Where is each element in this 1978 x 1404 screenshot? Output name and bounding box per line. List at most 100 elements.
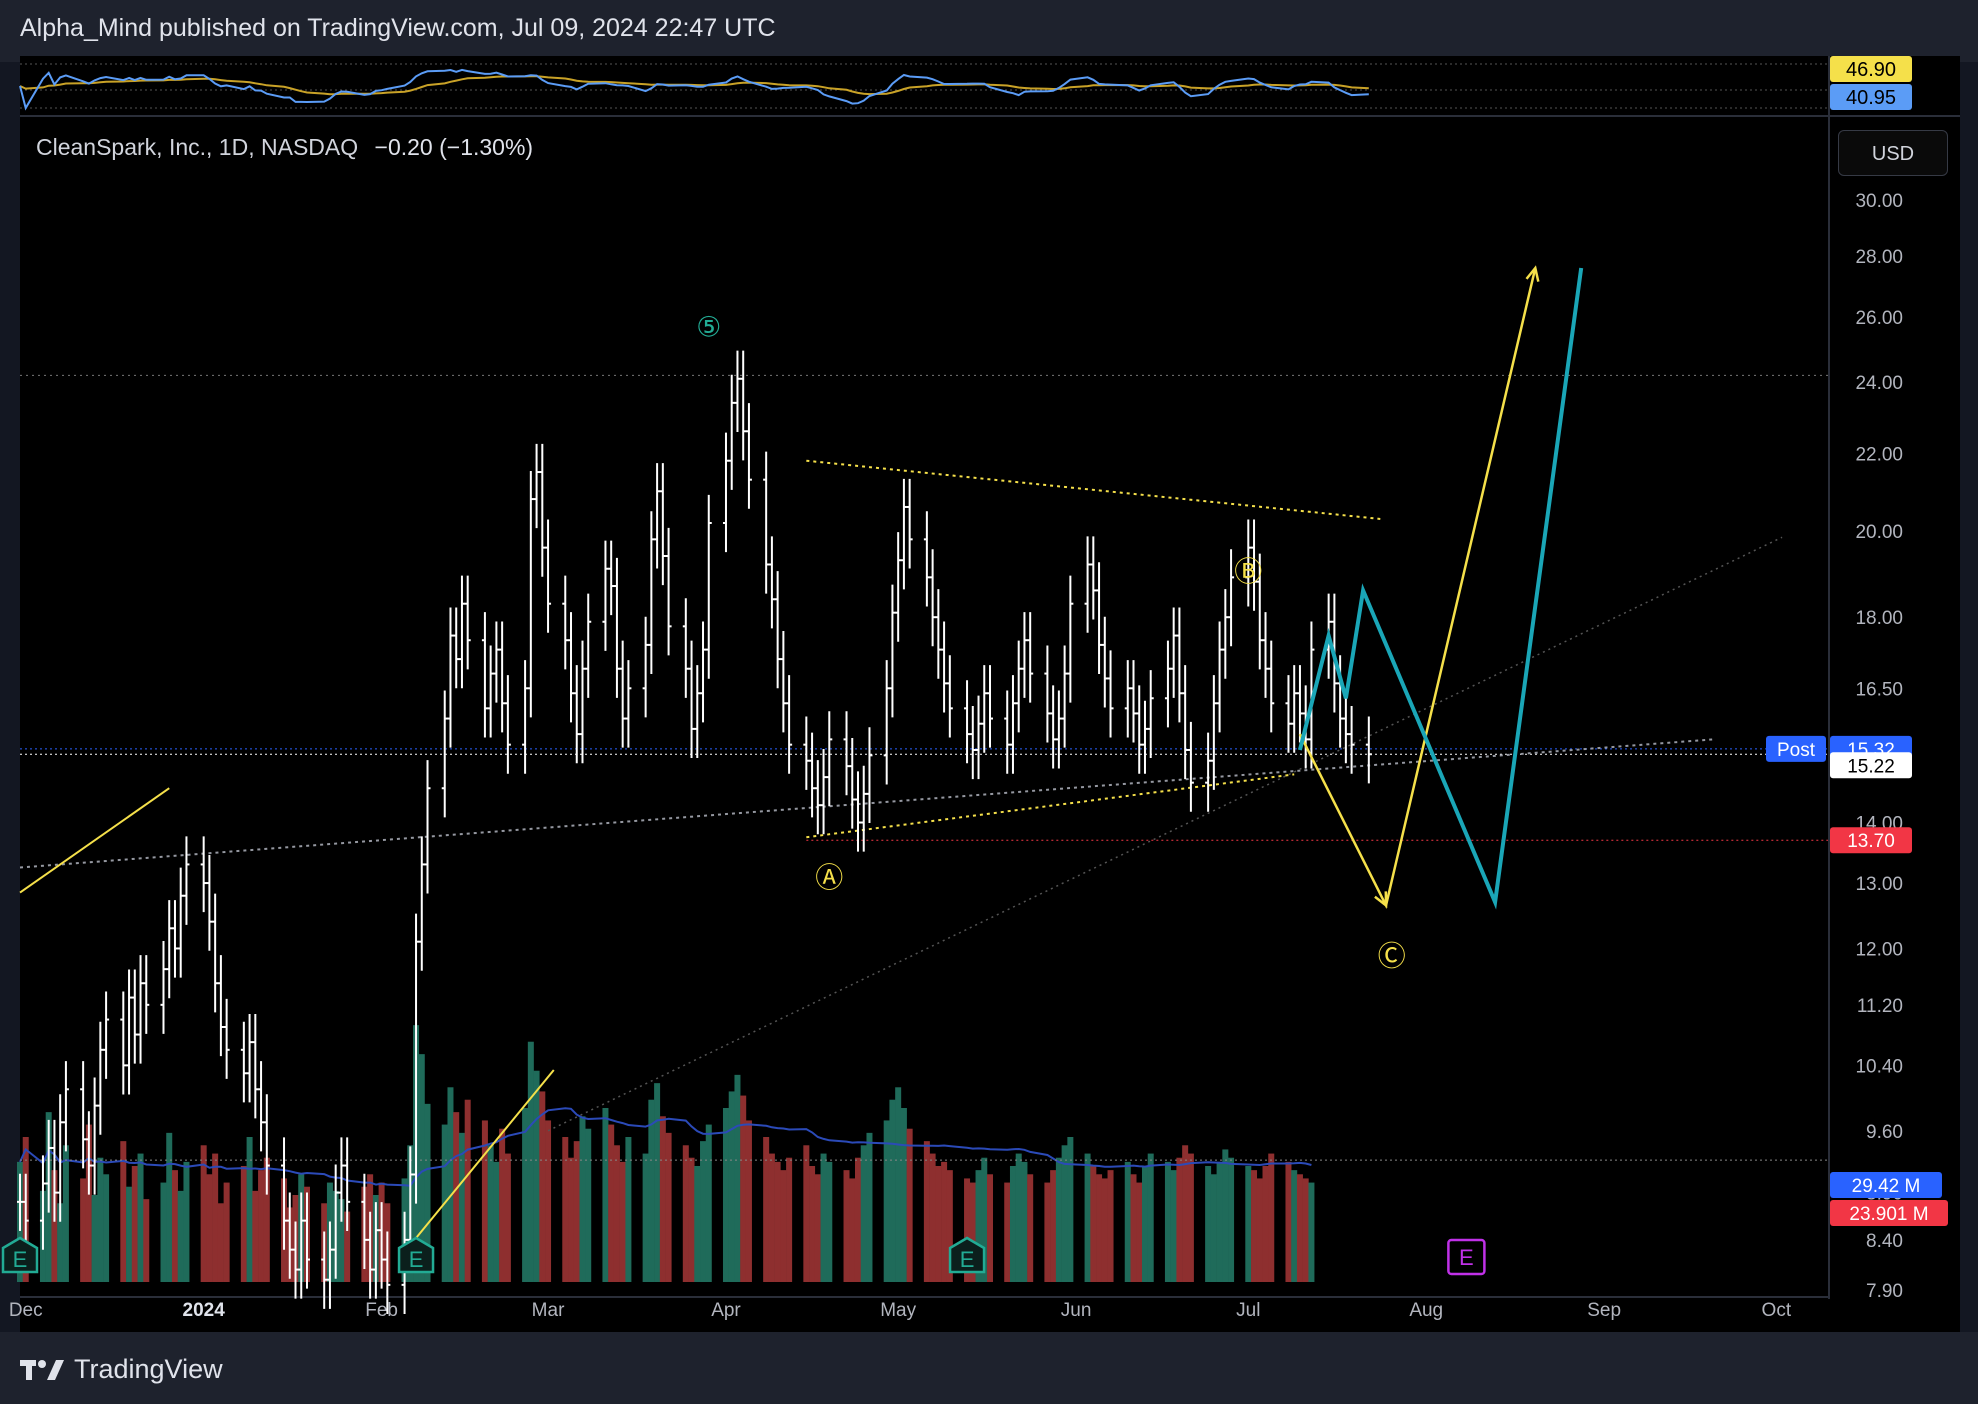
price-bar — [45, 1119, 52, 1213]
earnings-marker[interactable]: E — [1, 1236, 39, 1274]
price-bar — [688, 640, 695, 758]
post-label-badge — [1766, 735, 1826, 762]
volume-bar — [648, 1099, 655, 1282]
price-bar — [740, 350, 747, 461]
volume-bar — [493, 1161, 500, 1282]
volume-bar — [665, 1132, 672, 1282]
volume-bar — [1256, 1178, 1263, 1282]
price-bar — [803, 716, 810, 790]
volume-bar — [504, 1153, 511, 1282]
volume-bar — [1096, 1174, 1103, 1282]
volume-bar — [734, 1074, 741, 1282]
volume-bar — [694, 1166, 701, 1282]
volume-bar — [969, 1182, 976, 1282]
rsi-signal-line — [19, 75, 1369, 96]
price-bar — [1130, 660, 1137, 743]
symbol-legend[interactable]: CleanSpark, Inc., 1D, NASDAQ −0.20 (−1.3… — [36, 134, 533, 161]
earnings-marker-box — [1, 1236, 39, 1274]
price-bar — [332, 1164, 339, 1279]
price-bar — [768, 536, 775, 629]
price-bar — [579, 640, 586, 764]
volume-bar — [1296, 1174, 1303, 1282]
volume-bar — [929, 1153, 936, 1282]
volume-bar — [608, 1124, 615, 1282]
currency-button[interactable]: USD — [1838, 130, 1948, 176]
price-bar — [987, 665, 994, 748]
price-bar — [1268, 640, 1275, 733]
earnings-marker[interactable]: E — [397, 1236, 435, 1274]
wave-projections[interactable] — [1297, 265, 1584, 910]
earnings-marker[interactable]: E — [1447, 1238, 1486, 1276]
price-tick-label: 30.00 — [1855, 191, 1903, 212]
price-bar — [602, 540, 609, 651]
volume-bar — [126, 1186, 133, 1282]
volume-bar — [57, 1203, 64, 1282]
price-bar — [1009, 675, 1016, 774]
price-bar — [177, 867, 184, 978]
time-tick-label: Apr — [711, 1300, 741, 1321]
price-bar — [654, 463, 661, 569]
volume-bar — [774, 1161, 781, 1282]
volume-bar — [849, 1178, 856, 1282]
volume-bar — [1205, 1166, 1212, 1282]
support-badge — [1830, 827, 1912, 854]
price-bar — [413, 913, 420, 1204]
trendlines[interactable] — [19, 459, 1783, 1239]
price-bar — [458, 575, 465, 689]
price-bar — [700, 621, 707, 723]
volume-bar — [1210, 1174, 1217, 1282]
volume-bar — [883, 1120, 890, 1282]
price-bar — [1296, 665, 1303, 743]
earnings-marker[interactable]: E — [948, 1236, 986, 1274]
price-bar — [608, 540, 615, 616]
price-bar — [1090, 536, 1097, 620]
price-bars — [17, 350, 1372, 1314]
price-bar — [906, 478, 913, 569]
volume-bar — [745, 1120, 752, 1282]
price-bar — [338, 1137, 345, 1222]
top-bar — [0, 0, 1978, 62]
volume-bar — [981, 1157, 988, 1282]
price-bar — [774, 571, 781, 689]
price-bar — [929, 549, 936, 647]
price-bar — [217, 955, 224, 1057]
price-bar — [22, 1173, 29, 1250]
price-bar — [1044, 645, 1051, 743]
price-tick-label: 8.40 — [1866, 1231, 1903, 1252]
price-bar — [1245, 519, 1252, 607]
volume-bar — [1004, 1182, 1011, 1282]
price-bar — [1365, 716, 1372, 784]
volume-bar — [579, 1116, 586, 1282]
volume-bar — [177, 1190, 184, 1282]
price-bar — [252, 1014, 259, 1119]
price-bar — [728, 374, 735, 490]
volume-bar — [487, 1145, 494, 1282]
volume-bar — [97, 1157, 104, 1282]
price-bar — [240, 1021, 247, 1103]
volume-bar — [1147, 1153, 1154, 1282]
price-bar — [573, 665, 580, 764]
volume-bar — [705, 1124, 712, 1282]
rsi-value: 40.95 — [1846, 87, 1896, 109]
volume-bar — [1136, 1182, 1143, 1282]
volume-bar — [85, 1124, 92, 1282]
price-bar — [814, 760, 821, 835]
price-bar — [447, 607, 454, 748]
volume-bar — [1302, 1178, 1309, 1282]
time-axis[interactable]: Dec 2024 Feb Mar Apr May Jun Jul Aug Sep Oct — [9, 1300, 1792, 1321]
price-bar — [384, 1231, 391, 1314]
earnings-marker-box — [1447, 1238, 1486, 1276]
volume-bar — [131, 1166, 138, 1282]
volume-bar — [160, 1182, 167, 1282]
price-bar — [166, 900, 173, 999]
price-bar — [1291, 665, 1298, 753]
price-bar — [1210, 675, 1217, 790]
price-bar — [171, 900, 178, 978]
volume-bar — [1084, 1153, 1091, 1282]
tradingview-logo[interactable]: TradingView — [20, 1354, 223, 1385]
volume-bar — [964, 1178, 971, 1282]
price-bar — [303, 1192, 310, 1289]
